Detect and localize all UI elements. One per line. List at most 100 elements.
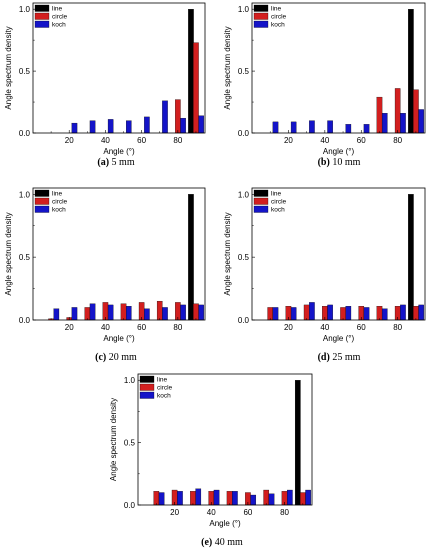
bar-koch-40 [213,489,220,506]
legend-label-koch: koch [52,207,66,214]
caption-text: 20 mm [106,352,137,363]
bar-circle-90 [193,42,199,134]
bar-koch-90 [305,489,311,506]
bar-koch-70 [268,493,275,506]
legend-label-circle: circle [157,385,173,392]
panel-caption: (d) 25 mm [318,352,361,363]
x-tick-label: 40 [101,323,110,332]
bar-koch-30 [309,120,315,134]
y-tick-label: 1.0 [238,5,250,14]
legend-swatch-koch [34,205,50,213]
plot-frame [251,187,426,321]
legend-label-koch: koch [52,22,66,29]
bar-circle-90 [193,303,199,321]
bar-circle-70 [376,96,383,134]
bar-koch-80 [287,489,293,506]
caption-letter: (d) [318,352,330,363]
bar-circle-30 [303,304,310,321]
legend-label-koch: koch [157,393,171,400]
caption-text: 10 mm [330,157,361,168]
bar-koch-40 [107,304,114,321]
bar-koch-60 [144,116,150,134]
bar-circle-90 [413,89,419,134]
legend-swatch-koch [34,20,50,28]
bar-koch-90 [198,304,204,321]
y-axis-label: Angle spectrum density [109,398,118,481]
x-tick-label: 80 [393,136,402,145]
bar-koch-50 [345,306,352,321]
y-tick-label: 0.0 [124,501,136,510]
bar-circle-10 [267,307,274,321]
x-tick-label: 40 [320,323,329,332]
bar-koch-50 [126,306,132,321]
bar-circle-70 [156,300,163,321]
caption-text: 40 mm [212,537,243,548]
legend-swatch-koch [139,391,155,399]
bar-circle-80 [394,88,401,134]
bar-koch-50 [126,120,132,134]
legend-swatch-line [253,4,269,12]
bar-circle-50 [340,307,346,321]
x-tick-label: 20 [284,136,293,145]
bar-line-90 [408,194,414,321]
legend-label-circle: circle [52,14,68,21]
x-tick-label: 60 [137,136,146,145]
bar-koch-50 [345,124,352,134]
legend-swatch-circle [139,383,155,391]
y-tick-label: 0.5 [124,439,136,448]
caption-letter: (a) [97,157,109,168]
caption-text: 5 mm [109,157,135,168]
bar-circle-50 [120,303,127,321]
caption-letter: (e) [201,537,212,548]
chart-panel-c: 20 40 60 80 0.0 0.5 1.0 Angle (°) Angle spectrum… [4,187,206,363]
x-tick-label: 80 [280,508,289,517]
legend-label-circle: circle [271,14,287,21]
legend-swatch-line [34,189,50,197]
y-tick-label: 0.0 [19,129,31,138]
x-tick-label: 60 [357,136,366,145]
bar-koch-80 [180,117,186,134]
y-tick-label: 0.5 [238,67,250,76]
bar-circle-30 [84,307,91,321]
y-tick-label: 1.0 [124,376,136,385]
bar-koch-70 [381,113,388,134]
bar-line-90 [408,9,414,134]
bar-koch-60 [363,124,370,134]
x-axis-label: Angle (°) [103,147,135,156]
legend-label-line: line [52,6,63,13]
bar-koch-20 [71,307,78,321]
y-axis-label: Angle spectrum density [223,212,232,295]
bar-circle-90 [413,306,419,321]
y-tick-label: 0.0 [238,129,250,138]
bar-koch-70 [381,308,388,321]
bar-koch-20 [290,307,297,321]
y-tick-label: 0.0 [19,316,31,325]
bar-koch-10 [272,121,279,134]
plot-frame [137,373,313,506]
x-tick-label: 60 [357,323,366,332]
bar-koch-30 [195,488,202,506]
legend-label-koch: koch [271,207,285,214]
bar-circle-70 [263,489,270,506]
bar-koch-80 [180,304,186,321]
x-tick-label: 40 [320,136,329,145]
plot-frame [32,2,206,134]
bar-koch-20 [71,122,78,134]
x-tick-label: 20 [284,323,293,332]
bar-koch-20 [290,121,297,134]
y-tick-label: 1.0 [238,190,250,199]
legend-swatch-circle [253,197,269,205]
legend-swatch-circle [34,12,50,20]
bar-koch-80 [400,113,406,134]
x-axis-label: Angle (°) [103,334,135,343]
y-axis-label: Angle spectrum density [223,26,232,109]
y-tick-label: 0.5 [19,253,31,262]
bar-koch-90 [418,304,424,321]
bar-koch-30 [309,302,315,321]
panel-caption: (b) 10 mm [318,157,361,168]
x-tick-label: 40 [101,136,110,145]
chart-panel-e: 20 40 60 80 0.0 0.5 1.0 Angle (°) Angle spectrum… [109,373,313,548]
bar-circle-10 [153,491,160,506]
